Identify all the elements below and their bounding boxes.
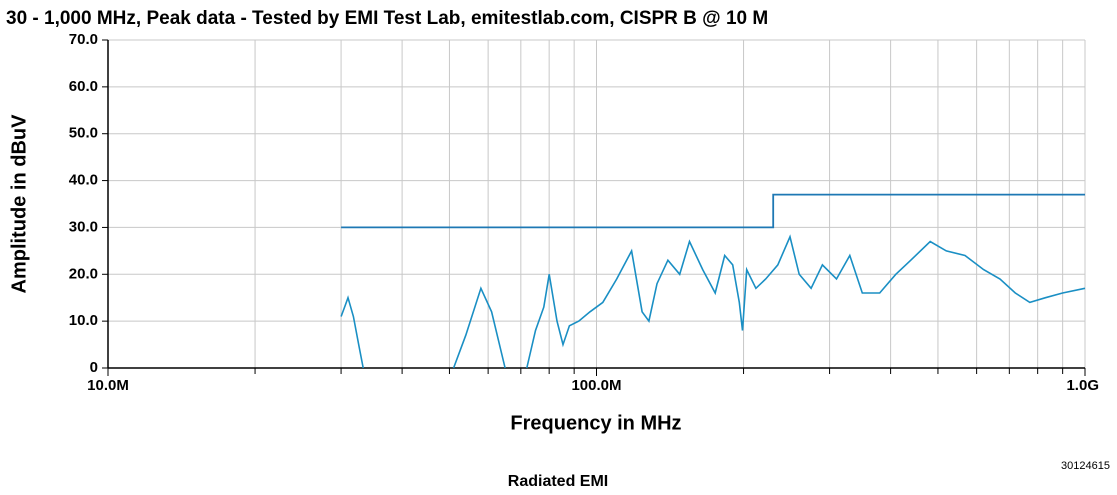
y-tick-label: 50.0 bbox=[69, 125, 98, 142]
x-tick-label: 1.0G bbox=[1066, 377, 1099, 394]
series-line bbox=[340, 295, 364, 369]
y-tick-label: 70.0 bbox=[69, 31, 98, 48]
x-axis-label: Frequency in MHz bbox=[510, 412, 681, 434]
y-tick-label: 30.0 bbox=[69, 218, 98, 235]
series-line bbox=[341, 193, 1085, 229]
x-tick-label: 100.0M bbox=[571, 377, 621, 394]
series-line bbox=[452, 286, 506, 369]
series-line bbox=[526, 234, 1086, 369]
y-tick-label: 10.0 bbox=[69, 312, 98, 329]
chart-title: 30 - 1,000 MHz, Peak data - Tested by EM… bbox=[6, 8, 768, 29]
y-tick-label: 20.0 bbox=[69, 265, 98, 282]
y-tick-label: 0 bbox=[90, 359, 98, 376]
x-tick-label: 10.0M bbox=[87, 377, 129, 394]
y-tick-label: 40.0 bbox=[69, 172, 98, 189]
caption: Radiated EMI bbox=[508, 473, 608, 490]
figure-code: 30124615 bbox=[1061, 460, 1110, 472]
y-axis-label: Amplitude in dBuV bbox=[8, 114, 30, 294]
y-tick-label: 60.0 bbox=[69, 78, 98, 95]
